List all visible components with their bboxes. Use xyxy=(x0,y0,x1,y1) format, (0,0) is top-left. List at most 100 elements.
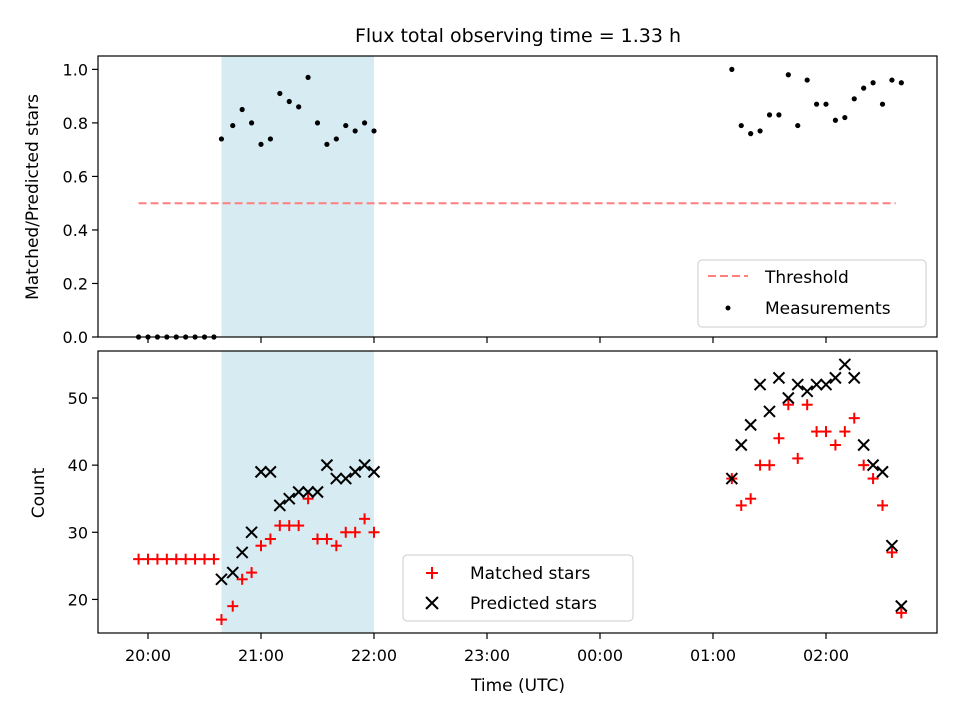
matched-star-point xyxy=(312,533,323,545)
measurement-point xyxy=(842,114,848,121)
y-tick-label: 30 xyxy=(68,523,88,542)
predicted-star-point xyxy=(866,458,880,472)
x-tick-label: 23:00 xyxy=(464,646,510,665)
matched-star-point xyxy=(330,540,342,552)
predicted-star-point xyxy=(763,405,776,418)
predicted-star-point xyxy=(876,465,889,479)
predicted-star-point xyxy=(245,526,258,539)
matched-star-point xyxy=(133,553,145,565)
predicted-star-point xyxy=(857,438,870,452)
x-axis-label: Time (UTC) xyxy=(470,676,565,696)
y-tick-label: 0.0 xyxy=(63,328,88,347)
measurement-point xyxy=(813,101,820,107)
matched-star-point xyxy=(321,533,333,545)
bottom-plot-frame xyxy=(97,350,938,634)
y-tick-label: 0.2 xyxy=(63,274,88,293)
matched-star-point xyxy=(189,553,201,565)
top-x-ticks xyxy=(147,337,827,343)
measurement-point xyxy=(795,122,801,129)
predicted-star-point xyxy=(215,573,228,586)
y-tick-label: 20 xyxy=(68,590,88,609)
measurement-point xyxy=(757,128,763,134)
matched-star-point xyxy=(895,607,907,619)
predicted-star-point xyxy=(358,458,371,472)
matched-star-point xyxy=(745,493,757,505)
predicted-star-point xyxy=(264,465,277,479)
predicted-star-point xyxy=(283,492,296,505)
matched-star-point xyxy=(867,473,879,485)
measurement-point xyxy=(851,96,857,102)
measurement-point xyxy=(748,131,754,137)
matched-star-point xyxy=(735,499,747,511)
matched-star-point xyxy=(151,553,163,565)
matched-star-point xyxy=(801,399,813,411)
y-tick-label: 1.0 xyxy=(63,60,88,79)
y-tick-label: 0.4 xyxy=(63,221,88,240)
bottom-y-axis-label: Count xyxy=(29,467,49,518)
predicted-star-point xyxy=(292,485,305,499)
x-tick-label: 21:00 xyxy=(238,646,284,665)
predicted-star-point xyxy=(782,391,795,405)
predicted-star-point xyxy=(791,378,804,391)
measurement-point xyxy=(352,128,358,134)
bottom-legend: Matched stars Predicted stars xyxy=(402,554,634,622)
matched-star-point xyxy=(180,553,192,565)
legend-threshold-label: Threshold xyxy=(764,268,849,288)
x-tick-label: 00:00 xyxy=(577,646,623,665)
bottom-x-ticks: 20:00 21:00 22:00 23:00 00:00 01:00 02:00 xyxy=(125,633,849,665)
measurement-point xyxy=(277,90,283,97)
chart-title: Flux total observing time = 1.33 h xyxy=(355,25,681,47)
predicted-star-point xyxy=(819,378,833,391)
x-tick-label: 22:00 xyxy=(351,646,397,665)
measurement-point xyxy=(879,101,886,107)
predicted-star-point xyxy=(848,371,861,385)
predicted-star-point xyxy=(829,371,842,385)
measurement-point xyxy=(898,80,904,86)
matched-star-point xyxy=(754,459,766,471)
predicted-star-point xyxy=(367,465,381,479)
measurement-point xyxy=(239,106,245,113)
matched-star-point xyxy=(848,412,860,424)
predicted-star-point xyxy=(753,378,767,391)
x-tick-label: 20:00 xyxy=(125,646,171,665)
measurement-point xyxy=(738,122,744,129)
measurement-point xyxy=(248,120,255,126)
measurement-point xyxy=(785,72,791,78)
top-plot-frame xyxy=(97,55,938,338)
predicted-star-point xyxy=(725,472,739,485)
measurement-point xyxy=(804,77,810,83)
predicted-star-point xyxy=(320,458,334,472)
measurement-point xyxy=(870,80,876,86)
measurement-point xyxy=(371,128,377,134)
matched-star-point xyxy=(170,553,182,565)
predicted-star-point xyxy=(735,438,748,452)
matched-star-point xyxy=(274,520,286,532)
measurement-point xyxy=(729,66,735,72)
measurement-point xyxy=(361,120,368,126)
measurement-point xyxy=(889,77,895,83)
measurement-point xyxy=(776,112,782,118)
y-tick-label: 40 xyxy=(68,456,88,475)
x-tick-label: 02:00 xyxy=(803,646,849,665)
measurement-point xyxy=(314,120,321,126)
matched-star-point xyxy=(161,553,173,565)
matched-star-point xyxy=(839,426,851,438)
matched-star-point xyxy=(302,493,314,505)
matched-star-point xyxy=(359,513,371,525)
measurement-point xyxy=(333,136,339,142)
predicted-star-point xyxy=(226,566,239,579)
matched-star-point xyxy=(782,399,794,411)
matched-star-point xyxy=(820,426,832,438)
matched-star-point xyxy=(340,526,352,538)
top-legend: Threshold Measurements xyxy=(697,259,927,328)
legend-measurements-swatch xyxy=(725,305,731,311)
measurement-point xyxy=(343,122,349,129)
predicted-star-point xyxy=(311,485,324,499)
y-tick-label: 50 xyxy=(68,389,88,408)
measurement-point xyxy=(267,136,274,142)
predicted-star-point xyxy=(348,465,362,479)
measurement-point xyxy=(823,101,829,107)
measurement-point xyxy=(296,104,302,110)
x-tick-label: 01:00 xyxy=(690,646,736,665)
